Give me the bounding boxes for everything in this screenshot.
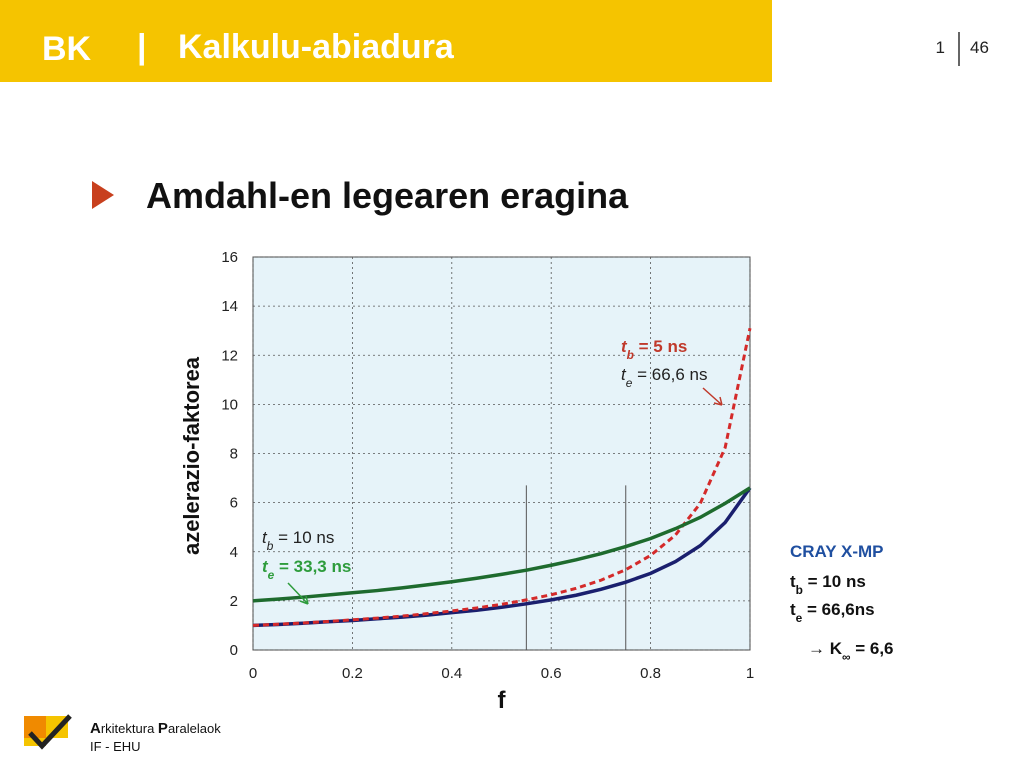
series-line <box>252 486 751 603</box>
logo-square <box>24 716 46 738</box>
text-part: b <box>627 348 634 362</box>
text-part: = 66,6ns <box>802 600 874 619</box>
text-part: b <box>267 539 274 553</box>
text-part: e <box>796 611 803 625</box>
text-part: = 66,6 ns <box>632 365 707 384</box>
header-separator: | <box>137 28 147 66</box>
y-tick-label: 0 <box>230 642 238 659</box>
annotation: tb = 5 ns <box>621 337 687 362</box>
side-note: te = 66,6ns <box>790 600 875 625</box>
text-part: = 33,3 ns <box>274 557 351 576</box>
logo <box>24 714 72 750</box>
text-part: b <box>796 583 803 597</box>
text-part: A <box>90 720 101 737</box>
y-tick-label: 10 <box>221 396 238 413</box>
annotation-arrow <box>702 387 723 406</box>
series-line <box>252 327 752 627</box>
bullet <box>92 181 114 209</box>
footer-line: Arkitektura Paralelaok <box>90 720 221 737</box>
text-part: P <box>158 720 168 737</box>
y-tick-label: 12 <box>221 347 238 364</box>
text-part: e <box>268 568 275 582</box>
text-part: t <box>790 572 796 591</box>
logo-check <box>28 714 72 750</box>
annotation: tb = 10 ns <box>262 528 334 553</box>
text-part: → K <box>808 639 843 658</box>
text-part: t <box>621 337 628 356</box>
y-tick-label: 6 <box>230 495 238 512</box>
text-part: t <box>621 365 627 384</box>
y-tick-label: 2 <box>230 593 238 610</box>
y-tick-label: 14 <box>221 298 238 315</box>
footer-line: IF - EHU <box>90 739 141 754</box>
annotation: te = 33,3 ns <box>262 557 351 582</box>
header-title: Kalkulu-abiadura <box>178 28 455 66</box>
x-axis-label: f <box>498 687 507 714</box>
side-note: CRAY X-MP <box>790 542 884 561</box>
text-part: e <box>626 376 633 390</box>
text-part: t <box>790 600 796 619</box>
x-tick-label: 0.6 <box>541 665 562 682</box>
header-bar <box>0 0 772 82</box>
x-tick-label: 0.2 <box>342 665 363 682</box>
page-number: 1 <box>936 38 945 57</box>
text-part: CRAY X-MP <box>790 542 884 561</box>
x-tick-label: 0.4 <box>441 665 462 682</box>
y-tick-label: 16 <box>221 249 238 266</box>
text-part: = 6,6 <box>850 639 893 658</box>
y-tick-label: 4 <box>230 544 238 561</box>
text-part: = 10 ns <box>273 528 334 547</box>
text-part: aralelaok <box>168 721 221 736</box>
text-part: = 5 ns <box>634 337 687 356</box>
side-note: tb = 10 ns <box>790 572 866 597</box>
text-part: t <box>262 528 268 547</box>
annotation: te = 66,6 ns <box>621 365 708 390</box>
text-part: t <box>262 557 269 576</box>
text-part: ∞ <box>842 650 850 664</box>
heading: Amdahl-en legearen eragina <box>146 175 629 216</box>
y-axis-label: azelerazio-faktorea <box>179 356 204 555</box>
page-total: 46 <box>970 38 989 57</box>
y-tick-label: 8 <box>230 446 238 463</box>
plot-area <box>252 256 751 651</box>
text-part: = 10 ns <box>803 572 866 591</box>
plot: 0 2 4 6 8 10 12 14 16 0 0.2 0.4 0.6 0.8 1 f azelerazio-f… <box>179 249 754 714</box>
x-tick-label: 0.8 <box>640 665 661 682</box>
header-code: BK <box>42 30 92 68</box>
side-note: → K∞ = 6,6 <box>808 639 894 664</box>
x-tick-label: 1 <box>746 665 754 682</box>
text-part: rkitektura <box>101 721 158 736</box>
annotation-arrow <box>287 582 309 605</box>
x-tick-label: 0 <box>249 665 257 682</box>
